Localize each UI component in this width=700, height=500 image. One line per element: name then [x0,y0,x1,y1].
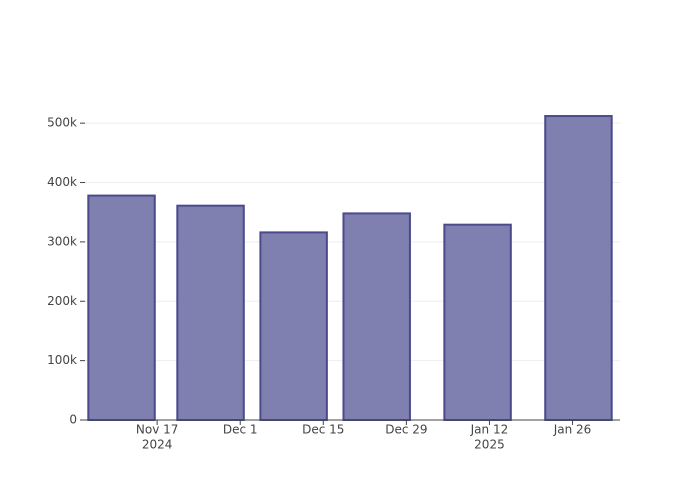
bar [176,204,245,421]
x-tick-label: Dec 29 [385,423,427,437]
x-tick-label: Dec 1 [223,423,258,437]
y-tick-label: 200k [47,294,77,308]
x-tick-label: Jan 26 [553,423,592,437]
x-tick-year: 2024 [142,438,173,452]
y-tick-label: 0 [69,413,77,427]
bar [342,212,411,421]
x-tick-label: Nov 17 [136,423,179,437]
y-tick-label: 500k [47,116,77,130]
x-tick-year: 2025 [474,438,505,452]
bar [443,223,512,421]
y-tick-label: 100k [47,353,77,367]
bar [544,115,613,421]
y-tick-label: 400k [47,175,77,189]
bar [87,194,156,421]
y-tick-label: 300k [47,234,77,248]
x-tick-label: Jan 12 [470,423,509,437]
x-tick-label: Dec 15 [302,423,344,437]
bar [259,231,328,421]
